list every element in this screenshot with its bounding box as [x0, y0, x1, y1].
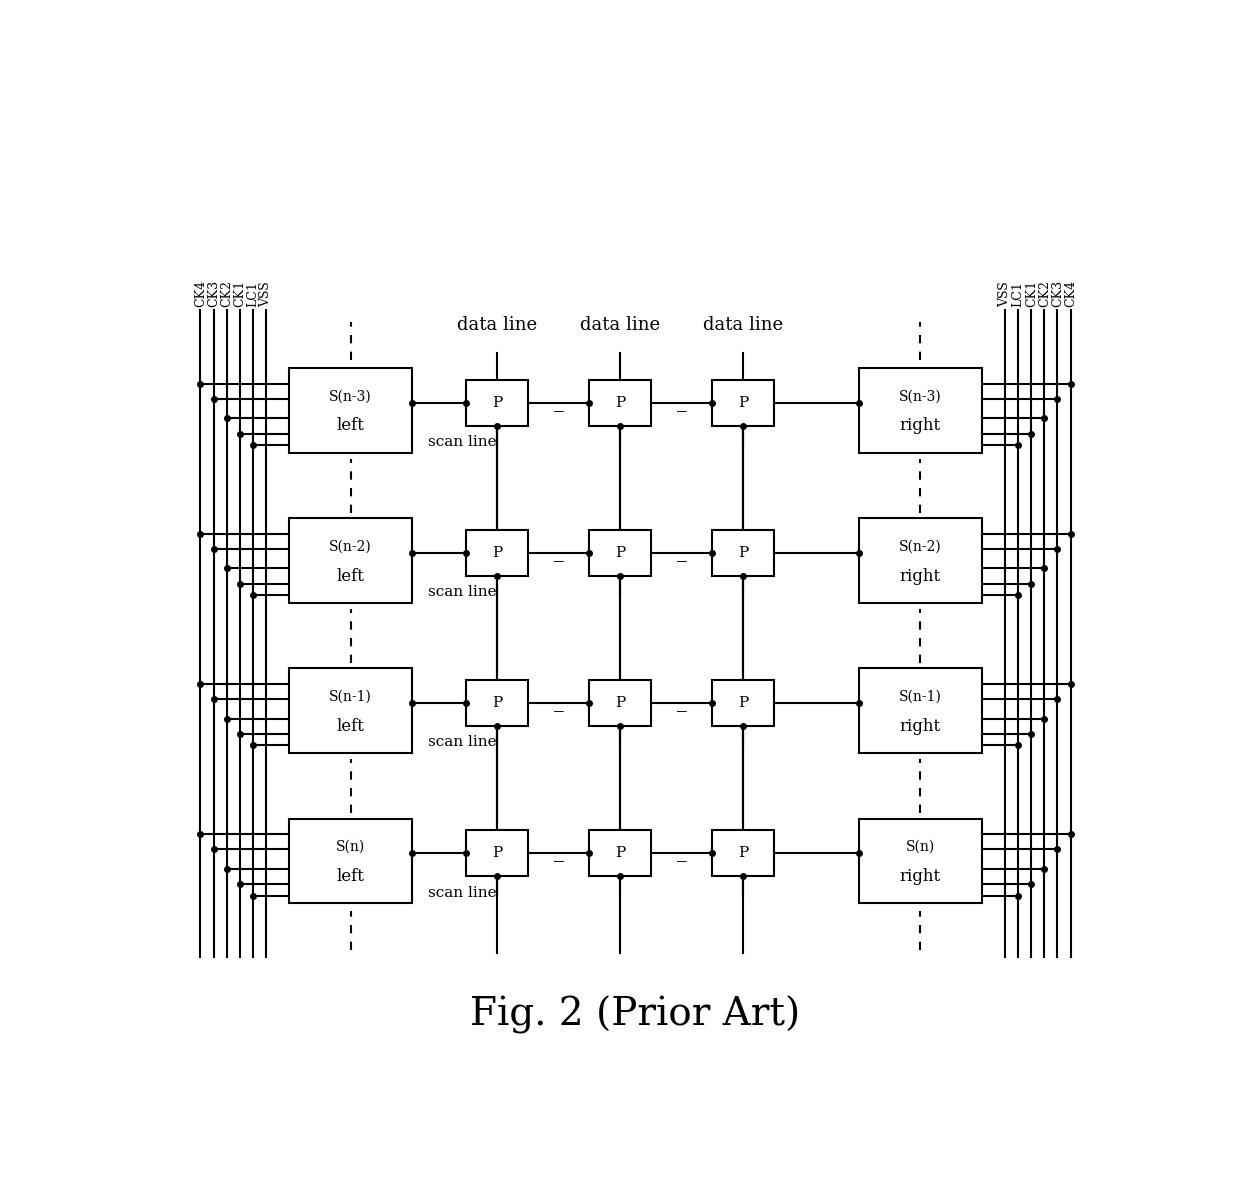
Bar	[713, 680, 774, 726]
Text: S(n-3): S(n-3)	[899, 390, 941, 404]
Bar	[859, 819, 982, 903]
Text: P: P	[615, 696, 625, 710]
Text: _: _	[553, 845, 563, 862]
Text: S(n-1): S(n-1)	[899, 690, 942, 704]
Text: VSS: VSS	[259, 280, 273, 307]
Text: P: P	[615, 846, 625, 860]
Bar	[466, 380, 528, 426]
Text: _: _	[677, 845, 687, 862]
Bar	[713, 830, 774, 877]
Text: CK2: CK2	[221, 279, 233, 307]
Text: Fig. 2 (Prior Art): Fig. 2 (Prior Art)	[470, 996, 801, 1035]
Bar	[289, 368, 412, 453]
Text: S(n): S(n)	[905, 840, 935, 854]
Text: right: right	[900, 868, 941, 885]
Text: right: right	[900, 718, 941, 734]
Bar	[466, 530, 528, 576]
Bar	[289, 819, 412, 903]
Bar	[859, 669, 982, 753]
Text: data line: data line	[580, 316, 660, 334]
Text: CK3: CK3	[1052, 279, 1064, 307]
Text: data line: data line	[456, 316, 537, 334]
Text: left: left	[337, 417, 365, 435]
Text: P: P	[738, 396, 749, 410]
Text: scan line: scan line	[428, 735, 496, 750]
Text: P: P	[738, 546, 749, 560]
Text: P: P	[492, 396, 502, 410]
Text: _: _	[553, 694, 563, 712]
Text: scan line: scan line	[428, 586, 496, 599]
Text: _: _	[677, 694, 687, 712]
Bar	[466, 830, 528, 877]
Bar	[289, 669, 412, 753]
Text: P: P	[738, 696, 749, 710]
Text: scan line: scan line	[428, 435, 496, 449]
Bar	[859, 518, 982, 604]
Text: P: P	[615, 396, 625, 410]
Text: LC1: LC1	[247, 280, 259, 307]
Text: CK2: CK2	[1038, 279, 1050, 307]
Text: S(n): S(n)	[336, 840, 366, 854]
Text: P: P	[492, 846, 502, 860]
Text: data line: data line	[703, 316, 784, 334]
Text: CK1: CK1	[233, 279, 247, 307]
Text: right: right	[900, 568, 941, 584]
Text: VSS: VSS	[998, 280, 1012, 307]
Text: CK3: CK3	[207, 279, 219, 307]
Bar	[589, 380, 651, 426]
Bar	[589, 530, 651, 576]
Text: P: P	[492, 546, 502, 560]
Bar	[589, 830, 651, 877]
Text: left: left	[337, 718, 365, 734]
Text: P: P	[738, 846, 749, 860]
Text: left: left	[337, 568, 365, 584]
Text: _: _	[677, 544, 687, 562]
Text: S(n-2): S(n-2)	[330, 539, 372, 554]
Text: left: left	[337, 868, 365, 885]
Text: CK4: CK4	[193, 279, 207, 307]
Text: S(n-1): S(n-1)	[329, 690, 372, 704]
Text: _: _	[677, 393, 687, 412]
Bar	[713, 380, 774, 426]
Text: _: _	[553, 544, 563, 562]
Text: S(n-3): S(n-3)	[330, 390, 372, 404]
Text: P: P	[615, 546, 625, 560]
Text: CK1: CK1	[1024, 279, 1038, 307]
Bar	[589, 680, 651, 726]
Text: _: _	[553, 393, 563, 412]
Text: P: P	[492, 696, 502, 710]
Bar	[859, 368, 982, 453]
Text: CK4: CK4	[1064, 279, 1078, 307]
Bar	[713, 530, 774, 576]
Text: LC1: LC1	[1012, 280, 1024, 307]
Bar	[289, 518, 412, 604]
Text: right: right	[900, 417, 941, 435]
Bar	[466, 680, 528, 726]
Text: scan line: scan line	[428, 885, 496, 899]
Text: S(n-2): S(n-2)	[899, 539, 941, 554]
